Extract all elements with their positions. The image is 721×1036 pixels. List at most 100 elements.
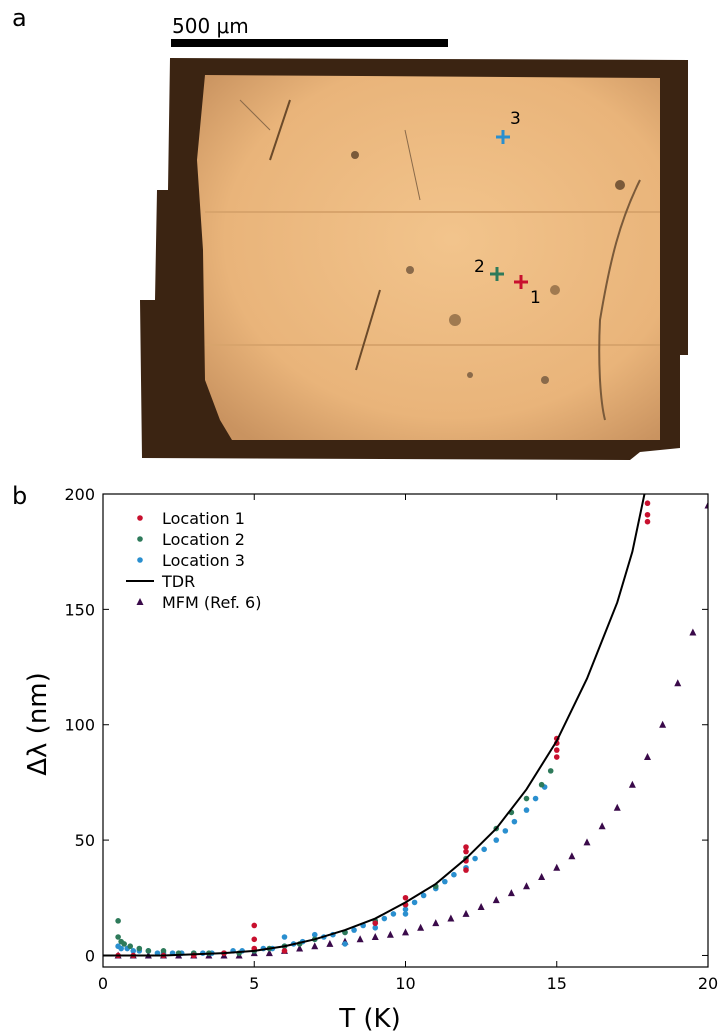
data-point-location-1 bbox=[463, 848, 469, 855]
y-tick-label: 0 bbox=[85, 946, 95, 965]
x-axis-label: T (K) bbox=[338, 1004, 400, 1034]
data-point-mfm bbox=[417, 923, 425, 931]
data-point-mfm bbox=[583, 838, 591, 846]
data-point-location-3 bbox=[402, 906, 409, 913]
data-point-mfm bbox=[402, 928, 409, 936]
legend: Location 1 Location 2 Location 3 TDR MFM (Re… bbox=[126, 509, 261, 612]
x-tick-label: 20 bbox=[698, 974, 718, 993]
micrograph: 3 2 1 bbox=[140, 58, 688, 460]
data-point-location-1 bbox=[553, 747, 560, 753]
data-point-mfm bbox=[538, 873, 546, 881]
y-axis-label: Δλ (nm) bbox=[23, 672, 53, 776]
data-point-mfm bbox=[477, 903, 485, 911]
data-point-mfm bbox=[628, 780, 636, 788]
data-point-location-3 bbox=[511, 818, 518, 825]
data-point-location-3 bbox=[130, 948, 137, 954]
data-point-mfm bbox=[265, 949, 273, 957]
data-point-mfm bbox=[296, 944, 304, 952]
data-point-mfm bbox=[492, 896, 500, 904]
data-point-location-3 bbox=[372, 924, 379, 931]
data-point-mfm bbox=[371, 933, 379, 941]
data-point-mfm bbox=[326, 939, 334, 947]
data-point-location-1 bbox=[463, 844, 469, 850]
legend-label: TDR bbox=[161, 572, 195, 591]
x-tick-label: 15 bbox=[547, 974, 567, 993]
data-point-mfm bbox=[356, 935, 364, 943]
y-tick-label: 100 bbox=[64, 716, 95, 735]
legend-swatch-triangle bbox=[136, 598, 144, 605]
data-point-location-3 bbox=[381, 915, 388, 922]
data-point-location-3 bbox=[442, 878, 448, 885]
data-point-mfm bbox=[674, 679, 682, 687]
legend-label: Location 1 bbox=[162, 509, 245, 528]
data-point-location-3 bbox=[402, 911, 409, 917]
data-point-location-1 bbox=[644, 500, 651, 507]
data-point-mfm bbox=[644, 753, 651, 761]
data-point-mfm bbox=[704, 501, 708, 509]
data-point-location-1 bbox=[644, 518, 651, 525]
data-point-mfm bbox=[553, 863, 561, 871]
data-point-location-3 bbox=[420, 892, 427, 899]
data-point-location-3 bbox=[532, 795, 539, 802]
data-point-location-2 bbox=[121, 941, 127, 947]
data-point-location-3 bbox=[311, 931, 318, 938]
data-point-location-2 bbox=[145, 948, 152, 954]
data-point-location-3 bbox=[411, 899, 418, 906]
data-point-location-1 bbox=[372, 920, 379, 926]
data-point-location-1 bbox=[251, 922, 258, 929]
data-point-mfm bbox=[386, 930, 394, 938]
x-tick-label: 0 bbox=[98, 974, 108, 993]
data-point-location-3 bbox=[281, 934, 288, 940]
data-point-mfm bbox=[568, 852, 576, 860]
data-point-location-1 bbox=[463, 867, 469, 873]
data-point-location-2 bbox=[160, 948, 167, 954]
data-point-location-3 bbox=[351, 927, 357, 933]
data-point-location-3 bbox=[493, 837, 500, 843]
y-tick-label: 200 bbox=[64, 485, 95, 504]
data-point-location-3 bbox=[523, 807, 530, 813]
data-point-location-1 bbox=[402, 894, 409, 901]
data-point-location-2 bbox=[538, 781, 545, 788]
data-point-location-3 bbox=[342, 941, 348, 947]
data-point-mfm bbox=[432, 919, 440, 927]
scale-bar bbox=[171, 39, 448, 47]
legend-swatch-dot bbox=[137, 515, 143, 521]
data-point-mfm bbox=[447, 914, 455, 922]
data-point-location-3 bbox=[390, 911, 397, 917]
legend-label: Location 3 bbox=[162, 551, 245, 570]
data-point-location-1 bbox=[644, 511, 651, 518]
legend-label: Location 2 bbox=[162, 530, 245, 549]
location-2-marker: 2 bbox=[474, 257, 504, 281]
data-point-location-1 bbox=[281, 948, 288, 954]
location-2-label: 2 bbox=[474, 257, 485, 277]
sample-surface bbox=[197, 75, 660, 440]
location-3-marker: 3 bbox=[496, 109, 521, 144]
location-1-marker: 1 bbox=[514, 275, 541, 308]
data-point-mfm bbox=[311, 942, 319, 950]
data-point-location-2 bbox=[136, 945, 143, 952]
data-point-location-1 bbox=[251, 936, 258, 943]
series-line-tdr bbox=[103, 494, 646, 957]
data-point-mfm bbox=[462, 909, 470, 917]
legend-swatch-dot bbox=[137, 536, 143, 542]
data-point-location-3 bbox=[472, 855, 478, 862]
data-point-mfm bbox=[598, 822, 606, 830]
location-3-label: 3 bbox=[510, 109, 521, 129]
panel-b-label: b bbox=[12, 482, 28, 510]
data-point-location-2 bbox=[115, 918, 121, 924]
data-point-location-2 bbox=[523, 795, 530, 802]
x-tick-label: 10 bbox=[395, 974, 415, 993]
data-point-mfm bbox=[523, 882, 530, 890]
data-point-location-3 bbox=[451, 871, 457, 878]
y-tick-label: 50 bbox=[75, 831, 95, 850]
panel-a-label: a bbox=[12, 4, 27, 32]
legend-swatch-dot bbox=[137, 557, 143, 563]
data-point-location-2 bbox=[547, 768, 554, 774]
data-point-mfm bbox=[613, 803, 621, 811]
data-point-location-3 bbox=[502, 828, 509, 834]
y-tick-label: 150 bbox=[64, 600, 95, 619]
scale-bar-label: 500 μm bbox=[172, 14, 249, 38]
data-point-location-2 bbox=[127, 943, 134, 950]
data-point-mfm bbox=[689, 628, 697, 636]
